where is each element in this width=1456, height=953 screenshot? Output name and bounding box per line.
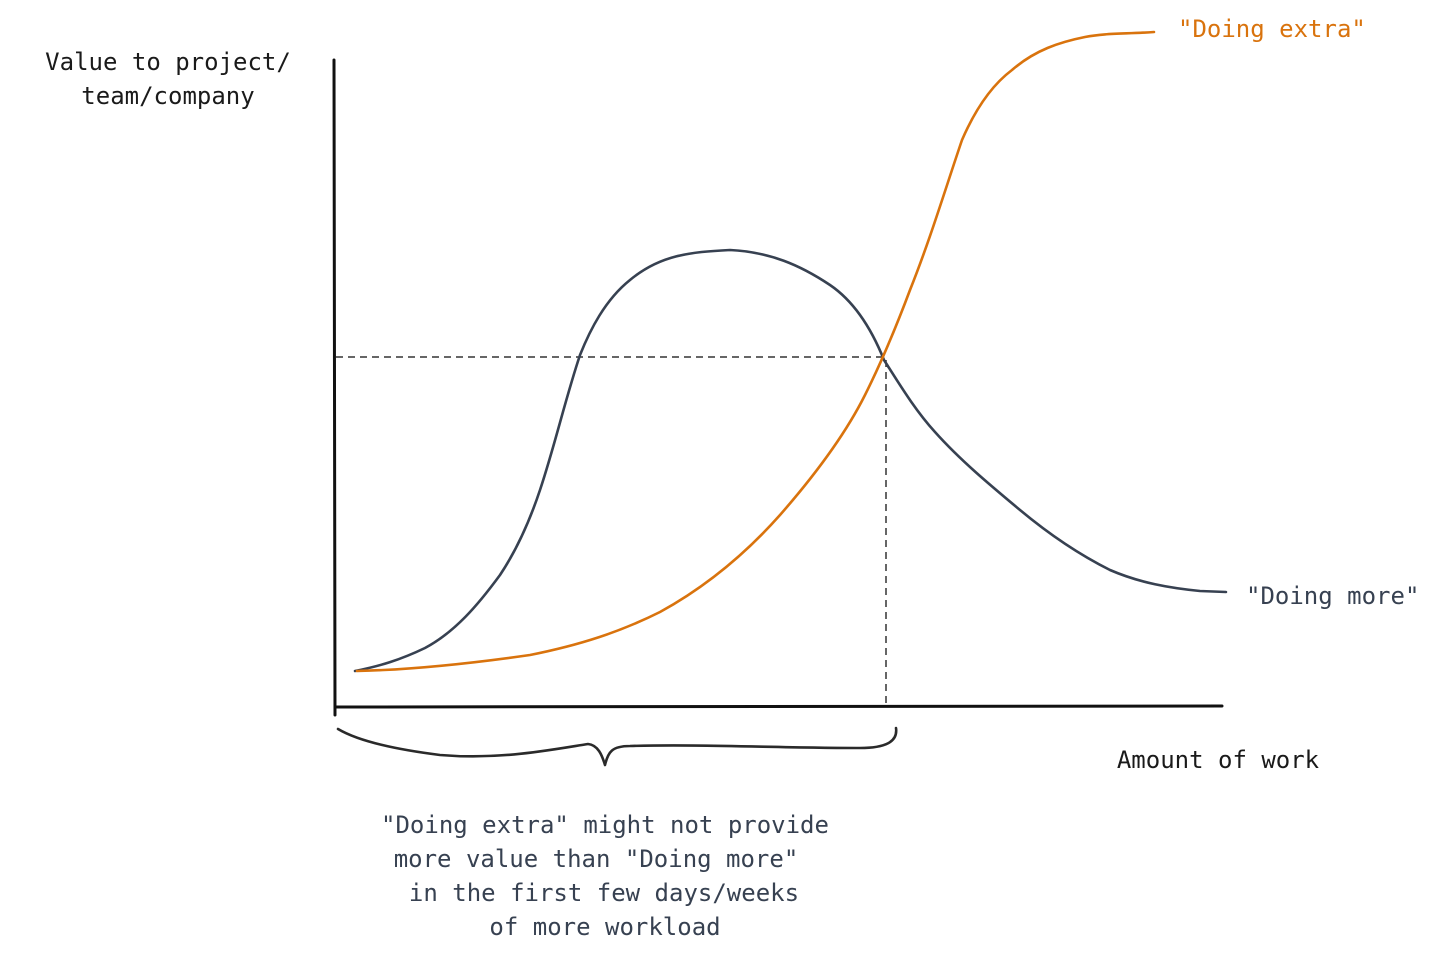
annotation-line-2: more value than "Doing more"	[394, 845, 799, 873]
annotation-line-3: in the first few days/weeks	[409, 879, 799, 907]
doing-extra-label: "Doing extra"	[1178, 15, 1366, 43]
x-axis	[333, 704, 1224, 709]
doing-extra-curve	[355, 30, 1156, 673]
annotation-line-1: "Doing extra" might not provide	[381, 811, 829, 839]
y-axis-label-line-2: team/company	[81, 82, 254, 110]
curly-brace	[336, 726, 898, 767]
doing-more-curve	[353, 248, 1228, 673]
y-axis	[332, 58, 337, 717]
y-axis-label-line-1: Value to project/	[45, 48, 291, 76]
x-axis-label: Amount of work	[1117, 746, 1320, 774]
doing-more-label: "Doing more"	[1246, 582, 1419, 610]
annotation-line-4: of more workload	[489, 913, 720, 941]
